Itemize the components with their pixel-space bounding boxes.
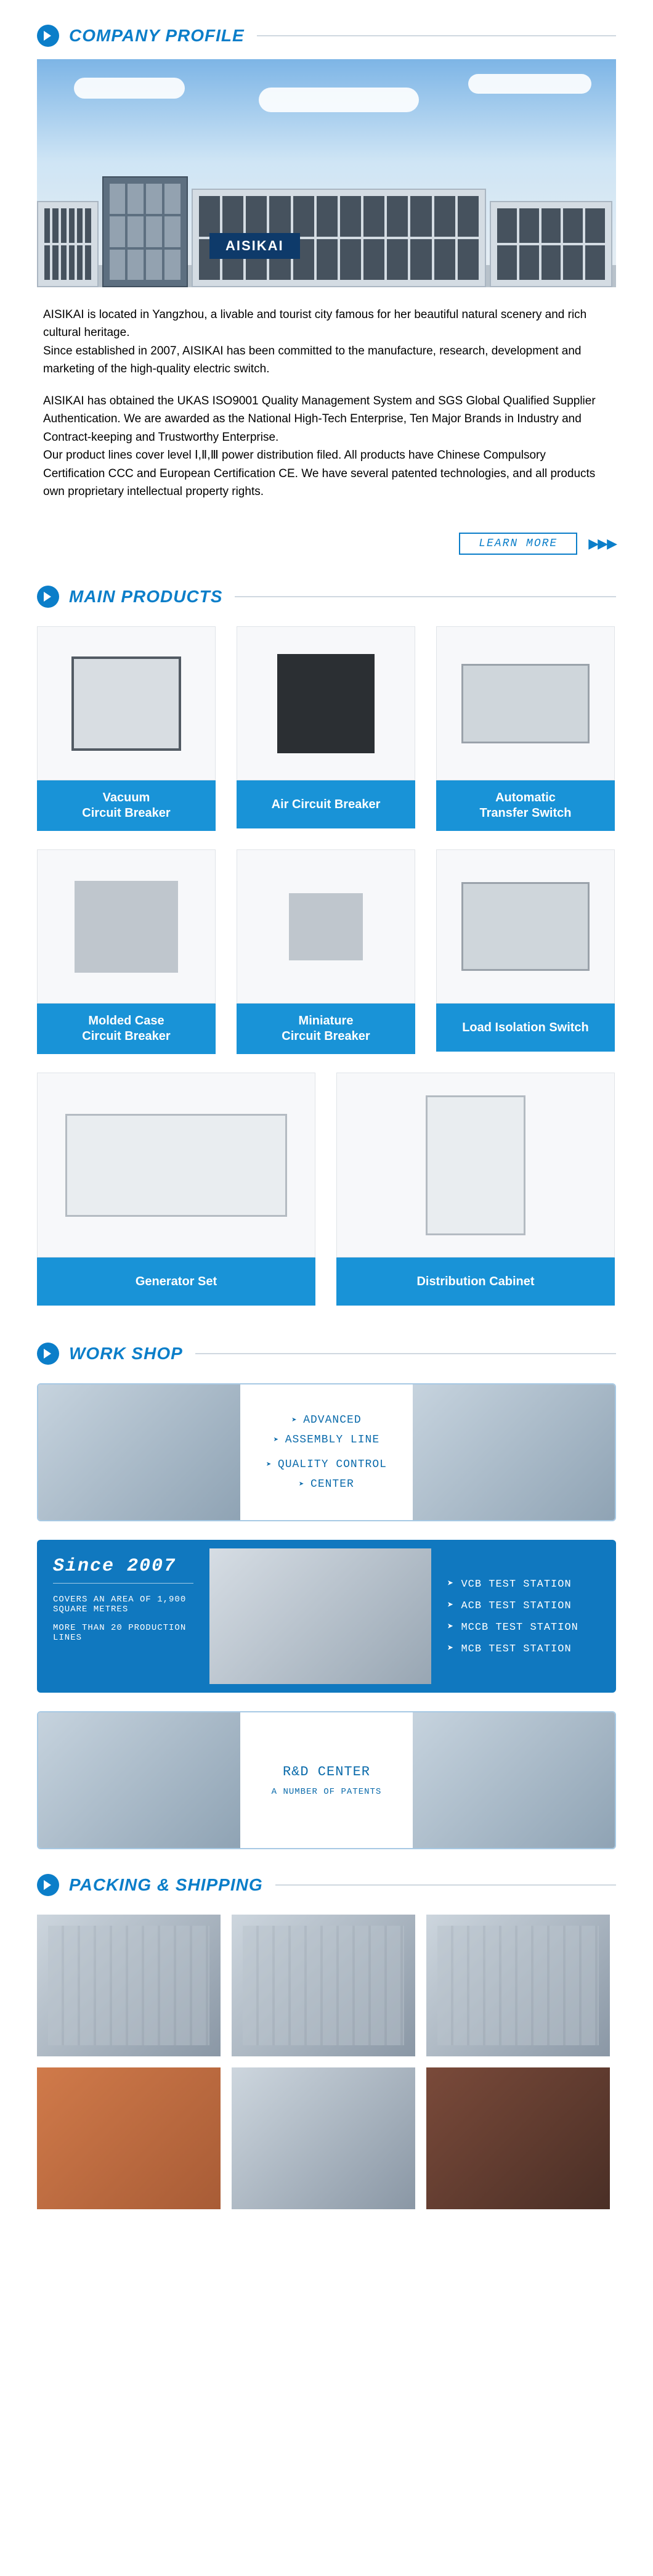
product-image: [37, 1073, 315, 1257]
section-header-main-products: MAIN PRODUCTS: [37, 586, 616, 608]
workshop-photo: [413, 1384, 615, 1520]
workshop-photo: [38, 1384, 240, 1520]
product-image: [37, 849, 216, 1004]
divider: [235, 596, 616, 597]
workshop-photo: [209, 1548, 431, 1684]
arrow-circle-icon: [37, 1874, 59, 1896]
workshop-since: Since 2007 COVERS AN AREA OF 1,900 SQUAR…: [37, 1540, 209, 1693]
workshop-test-list: VCB TEST STATION ACB TEST STATION MCCB T…: [431, 1540, 616, 1693]
section-header-packing: PACKING & SHIPPING: [37, 1874, 616, 1896]
arrow-circle-icon: [37, 586, 59, 608]
section-header-company-profile: COMPANY PROFILE: [37, 25, 616, 47]
product-image: [237, 849, 415, 1004]
packing-photo: [37, 2067, 221, 2209]
buildings: [37, 158, 616, 287]
ws-line: ASSEMBLY LINE: [274, 1434, 379, 1446]
triple-chevron-icon: ▶▶▶: [588, 536, 616, 552]
product-label: AutomaticTransfer Switch: [436, 780, 615, 831]
divider: [275, 1884, 616, 1886]
workshop-row-blue: Since 2007 COVERS AN AREA OF 1,900 SQUAR…: [37, 1540, 616, 1693]
product-card[interactable]: Distribution Cabinet: [336, 1073, 615, 1306]
arrow-circle-icon: [37, 1343, 59, 1365]
profile-text: AISIKAI is located in Yangzhou, a livabl…: [37, 306, 616, 526]
section-title: WORK SHOP: [69, 1344, 183, 1364]
since-area: COVERS AN AREA OF 1,900 SQUARE METRES: [53, 1595, 193, 1614]
product-image: [237, 626, 415, 780]
packing-photo: [232, 1915, 415, 2056]
workshop-photo: [413, 1712, 615, 1848]
profile-para: AISIKAI has obtained the UKAS ISO9001 Qu…: [43, 392, 610, 501]
section-title: MAIN PRODUCTS: [69, 587, 222, 607]
ws-line: CENTER: [299, 1478, 354, 1490]
packing-photo: [426, 2067, 610, 2209]
divider: [257, 35, 616, 36]
packing-grid: [37, 1915, 616, 2209]
section-header-work-shop: WORK SHOP: [37, 1343, 616, 1365]
product-card[interactable]: AutomaticTransfer Switch: [436, 626, 615, 831]
workshop-photo: [38, 1712, 240, 1848]
product-image: [336, 1073, 615, 1257]
product-label: MiniatureCircuit Breaker: [237, 1004, 415, 1054]
since-title: Since 2007: [53, 1556, 193, 1584]
ws-line: ADVANCED: [291, 1414, 361, 1426]
learn-more-row: LEARN MORE ▶▶▶: [37, 533, 616, 555]
product-label: Molded CaseCircuit Breaker: [37, 1004, 216, 1054]
ws-line: R&D CENTER: [283, 1764, 370, 1780]
product-label: Air Circuit Breaker: [237, 780, 415, 828]
test-item: MCB TEST STATION: [447, 1642, 600, 1655]
test-item: VCB TEST STATION: [447, 1577, 600, 1590]
product-card[interactable]: Molded CaseCircuit Breaker: [37, 849, 216, 1054]
packing-photo: [426, 1915, 610, 2056]
ws-line: QUALITY CONTROL: [266, 1458, 387, 1471]
profile-para: AISIKAI is located in Yangzhou, a livabl…: [43, 306, 610, 378]
brand-sign: AISIKAI: [209, 233, 300, 259]
product-card[interactable]: Air Circuit Breaker: [237, 626, 415, 831]
workshop-row: ADVANCED ASSEMBLY LINE QUALITY CONTROL C…: [37, 1383, 616, 1521]
ws-line: A NUMBER OF PATENTS: [272, 1787, 382, 1797]
product-image: [37, 626, 216, 780]
product-label: Generator Set: [37, 1257, 315, 1306]
section-title: COMPANY PROFILE: [69, 26, 245, 46]
since-lines: MORE THAN 20 PRODUCTION LINES: [53, 1623, 193, 1643]
section-title: PACKING & SHIPPING: [69, 1875, 263, 1895]
product-grid: VacuumCircuit Breaker Air Circuit Breake…: [37, 626, 616, 1306]
hero-factory-image: AISIKAI: [37, 59, 616, 287]
product-label: Distribution Cabinet: [336, 1257, 615, 1306]
divider: [195, 1353, 616, 1354]
arrow-circle-icon: [37, 25, 59, 47]
learn-more-button[interactable]: LEARN MORE: [459, 533, 577, 555]
workshop-row: R&D CENTER A NUMBER OF PATENTS: [37, 1711, 616, 1849]
product-image: [436, 626, 615, 780]
product-card[interactable]: Load Isolation Switch: [436, 849, 615, 1054]
workshop-block: ADVANCED ASSEMBLY LINE QUALITY CONTROL C…: [37, 1383, 616, 1849]
product-card[interactable]: VacuumCircuit Breaker: [37, 626, 216, 831]
product-label: VacuumCircuit Breaker: [37, 780, 216, 831]
packing-photo: [37, 1915, 221, 2056]
test-item: ACB TEST STATION: [447, 1599, 600, 1612]
packing-photo: [232, 2067, 415, 2209]
product-card[interactable]: Generator Set: [37, 1073, 315, 1306]
product-card[interactable]: MiniatureCircuit Breaker: [237, 849, 415, 1054]
workshop-text: ADVANCED ASSEMBLY LINE QUALITY CONTROL C…: [240, 1384, 413, 1520]
sky-clouds: [37, 72, 616, 139]
product-image: [436, 849, 615, 1004]
product-label: Load Isolation Switch: [436, 1004, 615, 1052]
test-item: MCCB TEST STATION: [447, 1621, 600, 1634]
workshop-text: R&D CENTER A NUMBER OF PATENTS: [240, 1712, 413, 1848]
